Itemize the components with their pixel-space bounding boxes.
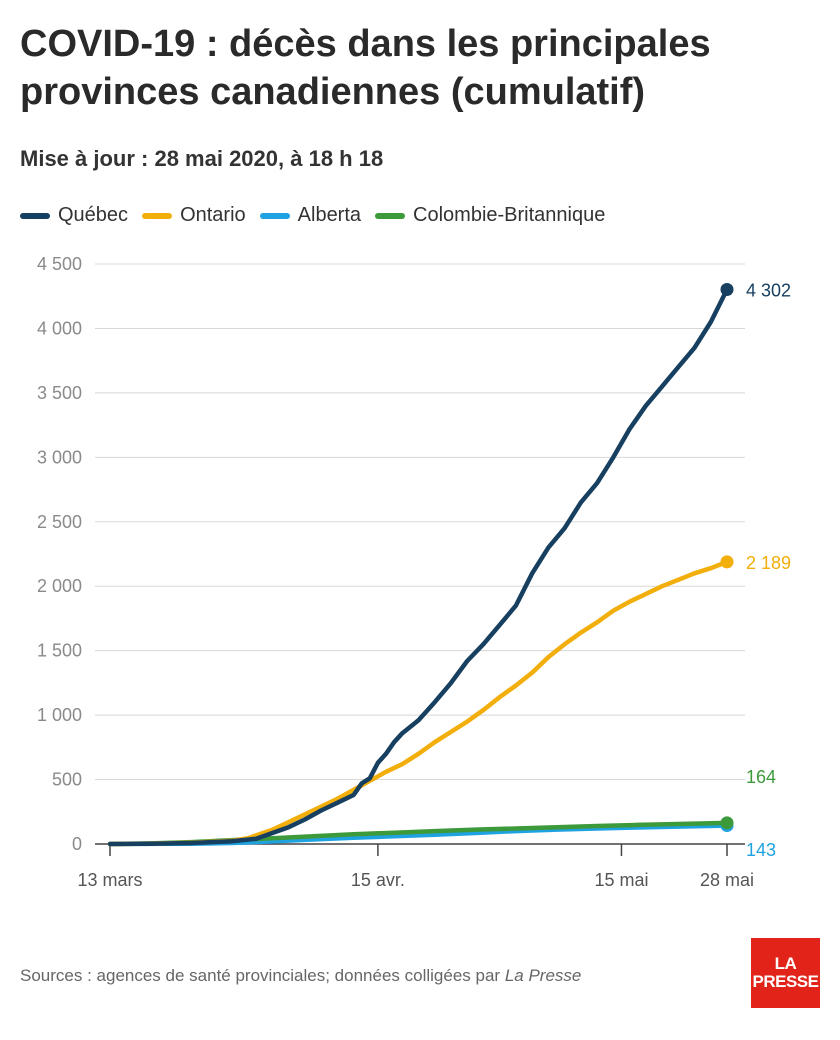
y-axis-ticks: 0 500 1 000 1 500 2 000 2 500 3 000 3 500 4 000 4… [37,254,82,854]
source-text: Sources : agences de santé provinciales;… [20,966,505,985]
legend-label-quebec: Québec [58,204,129,226]
y-tick-label: 4 500 [37,254,82,274]
series-end-point-ontario [720,555,734,569]
x-tick-label: 15 avr. [351,870,405,890]
y-tick-label: 500 [52,770,82,790]
legend-swatch-alberta [259,212,290,219]
y-tick-label: 2 500 [37,512,82,532]
legend-swatch-ontario [142,212,173,219]
y-tick-label: 4 000 [37,318,82,338]
la-presse-logo: LA PRESSE [751,938,820,1008]
legend-swatch-colombie-britannique [375,212,406,219]
series-lines [107,283,734,847]
end-label-quebec: 4 302 [746,281,791,301]
source-publication: La Presse [504,966,582,985]
end-labels: 4 302 2 189 164 143 [746,281,791,860]
legend: Québec Ontario Alberta Colombie-Britanni… [20,204,619,227]
end-label-ontario: 2 189 [746,553,791,573]
series-line-ontario [107,559,730,847]
legend-label-colombie-britannique: Colombie-Britannique [413,204,606,226]
chart-title: COVID-19 : décès dans les principales pr… [20,23,711,113]
legend-label-ontario: Ontario [180,204,246,226]
y-tick-label: 0 [72,834,82,854]
legend-item-quebec: Québec [20,204,128,227]
series-end-point-colombie-britannique [720,816,734,830]
logo-line2: PRESSE [752,972,819,991]
x-axis-ticks: 13 mars 15 avr. 15 mai 28 mai [77,844,754,890]
y-tick-label: 1 000 [37,705,82,725]
legend-item-alberta: Alberta [259,204,362,227]
legend-item-ontario: Ontario [142,204,246,227]
end-label-colombie-britannique: 164 [746,767,776,787]
chart-subtitle: Mise à jour : 28 mai 2020, à 18 h 18 [20,146,384,171]
series-line-quebec [107,287,730,847]
series-line-alberta [107,823,730,847]
logo-line1: LA [774,954,797,973]
series-end-point-quebec [720,283,734,297]
source-note: Sources : agences de santé provinciales;… [20,966,581,986]
legend-swatch-quebec [20,212,50,219]
x-tick-label: 13 mars [77,870,142,890]
gridlines [95,263,745,845]
y-tick-label: 3 000 [37,447,82,467]
x-tick-label: 28 mai [700,870,754,890]
legend-label-alberta: Alberta [297,204,362,226]
y-tick-label: 1 500 [37,641,82,661]
x-tick-label: 15 mai [594,870,648,890]
y-tick-label: 2 000 [37,576,82,596]
legend-item-colombie-britannique: Colombie-Britannique [375,204,605,227]
end-label-alberta: 143 [746,840,776,860]
y-tick-label: 3 500 [37,383,82,403]
